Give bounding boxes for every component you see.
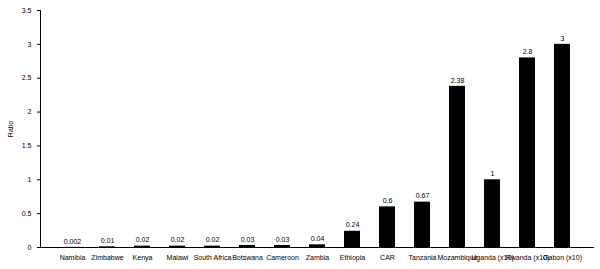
svg-text:Namibia: Namibia — [60, 254, 86, 261]
svg-text:0.04: 0.04 — [311, 235, 325, 242]
svg-text:0.03: 0.03 — [276, 236, 290, 243]
svg-text:Kenya: Kenya — [133, 254, 153, 262]
svg-text:Botswana: Botswana — [232, 254, 263, 261]
svg-text:3: 3 — [561, 35, 565, 42]
svg-text:2.8: 2.8 — [523, 48, 533, 55]
svg-text:1.5: 1.5 — [22, 142, 32, 149]
svg-text:2: 2 — [28, 108, 32, 115]
svg-text:Ethiopia: Ethiopia — [340, 254, 365, 262]
svg-text:2.38: 2.38 — [451, 77, 465, 84]
svg-text:0.02: 0.02 — [136, 236, 150, 243]
svg-text:1: 1 — [491, 170, 495, 177]
svg-text:0.03: 0.03 — [241, 236, 255, 243]
svg-text:0.02: 0.02 — [171, 236, 185, 243]
svg-text:3: 3 — [28, 41, 32, 48]
svg-text:0.002: 0.002 — [64, 238, 82, 245]
svg-text:Tanzania: Tanzania — [408, 254, 436, 261]
svg-text:2.5: 2.5 — [22, 74, 32, 81]
svg-text:Zimbabwe: Zimbabwe — [91, 254, 123, 261]
svg-text:CAR: CAR — [380, 254, 395, 261]
svg-text:Mozambique: Mozambique — [437, 254, 478, 262]
svg-text:0.01: 0.01 — [101, 237, 115, 244]
svg-text:Malawi: Malawi — [167, 254, 189, 261]
svg-text:0.24: 0.24 — [346, 221, 360, 228]
svg-text:0: 0 — [28, 244, 32, 251]
svg-text:Uganda (x10): Uganda (x10) — [471, 254, 514, 262]
svg-text:Gabon (x10): Gabon (x10) — [543, 254, 582, 262]
svg-text:Ratio: Ratio — [7, 121, 14, 137]
svg-text:Zambia: Zambia — [306, 254, 329, 261]
svg-text:0.67: 0.67 — [416, 192, 430, 199]
svg-text:Rwanda (x10): Rwanda (x10) — [505, 254, 550, 262]
svg-text:3.5: 3.5 — [22, 7, 32, 14]
svg-text:South Africa: South Africa — [194, 254, 232, 261]
svg-text:0.5: 0.5 — [22, 210, 32, 217]
svg-text:0.6: 0.6 — [383, 197, 393, 204]
svg-text:0.02: 0.02 — [206, 236, 220, 243]
svg-text:1: 1 — [28, 176, 32, 183]
svg-text:Cameroon: Cameroon — [266, 254, 299, 261]
